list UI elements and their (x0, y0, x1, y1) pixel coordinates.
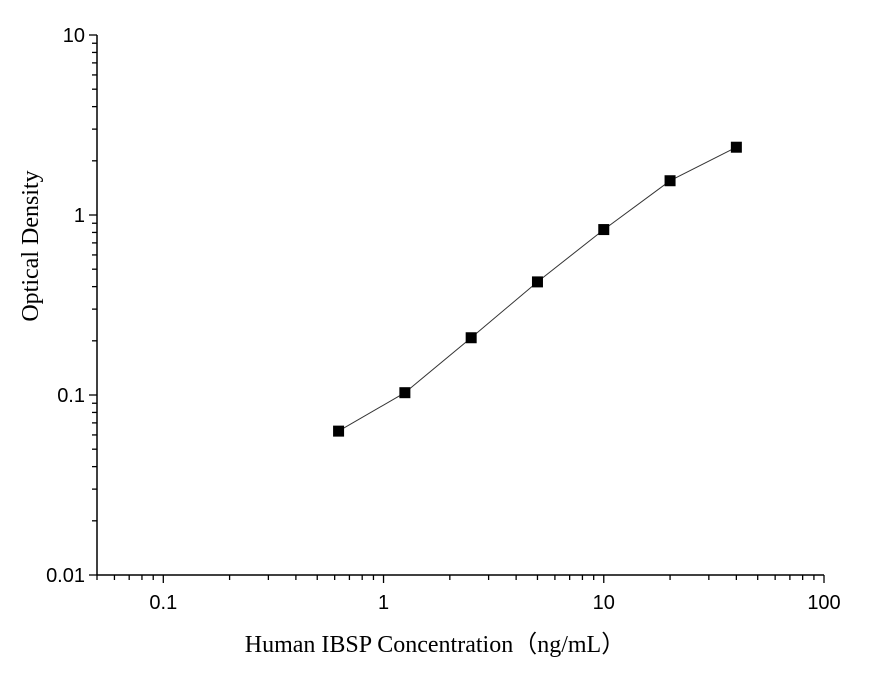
axes: 0.1 1 10 100 0.01 0.1 1 10 (46, 25, 841, 614)
y-axis-title: Optical Density (18, 170, 44, 321)
data-point (598, 224, 610, 236)
data-point (399, 387, 411, 399)
data-point (730, 141, 742, 153)
y-tick-label: 10 (63, 25, 85, 47)
y-tick-label: 0.01 (46, 565, 85, 587)
data-point (333, 425, 345, 437)
data-points (333, 141, 742, 437)
x-tick-label: 10 (593, 592, 615, 614)
x-tick-label: 1 (378, 592, 389, 614)
data-point (531, 276, 543, 288)
x-tick-label: 0.1 (149, 592, 177, 614)
y-tick-label: 0.1 (57, 385, 85, 407)
x-axis-title: Human IBSP Concentration（ng/mL） (245, 632, 625, 658)
x-tick-label: 100 (807, 592, 840, 614)
y-tick-label: 1 (74, 205, 85, 227)
data-point (465, 332, 477, 344)
series-line (338, 146, 737, 432)
data-point (664, 175, 676, 187)
fit-curve (338, 146, 737, 432)
